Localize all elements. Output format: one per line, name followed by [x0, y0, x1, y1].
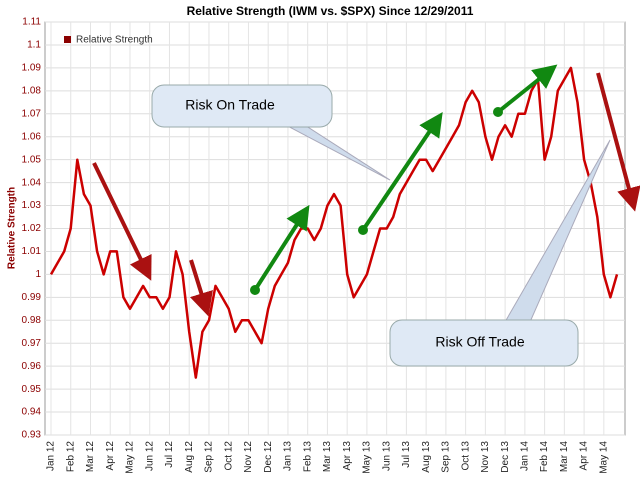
x-tick-label: Jan 12 [46, 441, 57, 471]
x-tick-label: Oct 13 [460, 441, 471, 471]
x-tick-label: Jul 12 [164, 441, 175, 468]
x-tick-label: Feb 12 [65, 441, 76, 473]
y-tick-label: 1.11 [22, 17, 41, 28]
y-tick-label: 0.93 [22, 430, 42, 441]
arrow-start [250, 285, 260, 295]
arrow [596, 72, 640, 212]
callout [151, 84, 333, 128]
x-tick-label: Mar 14 [559, 441, 570, 473]
x-tick-label: Jun 12 [144, 441, 155, 471]
arrow [189, 259, 213, 317]
x-tick-label: May 13 [362, 441, 373, 474]
x-tick-label: Nov 13 [480, 441, 491, 473]
annotation: Risk Off Trade [435, 334, 524, 350]
x-tick-label: Sep 13 [441, 441, 452, 473]
y-tick-label: 1.1 [27, 40, 41, 51]
x-tick-label: Jul 13 [401, 441, 412, 468]
y-tick-label: 0.98 [22, 315, 42, 326]
legend-swatch [64, 36, 71, 43]
arrow [92, 162, 152, 281]
x-tick-label: Jan 13 [283, 441, 294, 471]
arrow-start [358, 225, 368, 235]
y-tick-label: 0.96 [22, 361, 42, 372]
y-tick-label: 1.08 [22, 85, 42, 96]
x-tick-label: Dec 13 [500, 441, 511, 473]
x-tick-label: Feb 13 [302, 441, 313, 473]
arrows [92, 64, 640, 317]
x-tick-label: Dec 12 [263, 441, 274, 473]
x-tick-label: Sep 12 [204, 441, 215, 473]
arrow-start [493, 107, 503, 117]
arrow [361, 112, 443, 232]
x-tick-label: Mar 13 [322, 441, 333, 473]
y-tick-label: 1.03 [22, 200, 42, 211]
x-tick-label: Apr 14 [579, 441, 590, 471]
callout [389, 319, 579, 367]
y-tick-label: 1.05 [22, 154, 42, 165]
legend-label: Relative Strength [76, 35, 153, 46]
annotation: Risk On Trade [185, 97, 275, 113]
y-tick-label: 1.02 [22, 223, 42, 234]
x-tick-label: Jun 13 [381, 441, 392, 471]
y-tick-label: 0.94 [22, 407, 42, 418]
line [49, 66, 619, 379]
y-tick-label: 1.04 [22, 177, 42, 188]
y-tick-label: 0.99 [22, 292, 42, 303]
x-tick-label: May 14 [598, 441, 609, 474]
x-tick-label: Aug 12 [184, 441, 195, 473]
y-tick-label: 0.95 [22, 384, 42, 395]
y-tick-label: 1.06 [22, 131, 42, 142]
x-tick-label: Mar 12 [85, 441, 96, 473]
arrow [253, 204, 310, 292]
x-tick-label: Aug 13 [421, 441, 432, 473]
plot [49, 66, 619, 379]
arrow [496, 64, 558, 114]
x-tick-label: Apr 12 [105, 441, 116, 471]
x-tick-label: Apr 13 [342, 441, 353, 471]
y-tick-label: 0.97 [22, 338, 42, 349]
x-tick-label: May 12 [125, 441, 136, 474]
x-tick-label: Nov 12 [243, 441, 254, 473]
y-tick-label: 1.07 [22, 108, 42, 119]
x-tick-label: Feb 14 [539, 441, 550, 473]
y-tick-label: 1.09 [22, 63, 42, 74]
y-tick-label: 1.01 [22, 246, 42, 257]
y-axis-label: Relative Strength [7, 187, 18, 269]
y-tick-label: 1 [35, 269, 41, 280]
x-tick-label: Oct 12 [223, 441, 234, 471]
chart-title: Relative Strength (IWM vs. $SPX) Since 1… [187, 4, 474, 18]
x-tick-label: Jan 14 [520, 441, 531, 471]
